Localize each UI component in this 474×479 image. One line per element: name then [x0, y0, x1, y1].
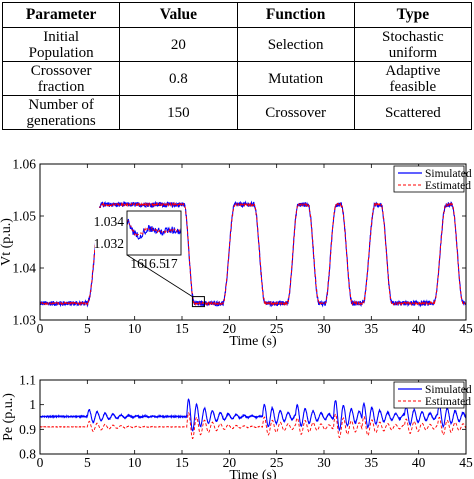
plot-frame [39, 379, 467, 455]
x-tick-label: 25 [270, 321, 284, 336]
power-chart: 0 5 10 15 20 25 30 35 40 45 0.8 0.9 1 1.1 Time (s) Pe (… [1, 373, 473, 479]
header-value: Value [119, 2, 238, 28]
x-tick-label: 40 [412, 455, 426, 470]
table-row: Crossover fraction 0.8 Mutation Adaptive f… [1, 61, 473, 96]
x-tick-label: 5 [84, 321, 91, 336]
y-tick-label: 0.8 [19, 447, 36, 462]
table-row: Initial Population 20 Selection Stochasti… [1, 27, 473, 62]
cell-parameter-line: Number of [28, 96, 94, 113]
x-tick-label: 20 [223, 455, 237, 470]
header-function: Function [236, 2, 355, 28]
y-tick-label: 1.06 [12, 157, 36, 172]
table-header-row: Parameter Value Function Type [1, 2, 473, 28]
inset-x-tick-label: 17 [164, 256, 178, 271]
cell-parameter: Initial Population [1, 27, 121, 62]
cell-value: 0.8 [119, 61, 238, 96]
inset-plot-area [127, 218, 181, 240]
header-parameter: Parameter [1, 2, 121, 28]
x-tick-label: 5 [84, 455, 91, 470]
inset-x-tick-label: 16 [130, 256, 144, 271]
x-tick-label: 0 [37, 455, 44, 470]
x-tick-label: 0 [37, 321, 44, 336]
series-simulated-line [40, 398, 466, 432]
zoom-marker [191, 296, 205, 308]
legend-estimated-label: Estimated [425, 396, 471, 408]
x-axis-label: Time (s) [229, 468, 277, 479]
cell-value: 20 [119, 27, 238, 62]
series-estimated-line [40, 201, 466, 307]
x-tick-label: 25 [270, 455, 284, 470]
cell-parameter: Number of generations [1, 95, 121, 130]
cell-parameter-line: generations [26, 112, 96, 129]
x-tick-label: 40 [412, 321, 426, 336]
cell-type-line: feasible [389, 78, 437, 95]
y-tick-label: 1.04 [12, 261, 36, 276]
y-tick-label: 1.03 [12, 313, 36, 328]
x-tick-label: 30 [317, 455, 331, 470]
cell-parameter: Crossover fraction [1, 61, 121, 96]
parameter-table: Parameter Value Function Type Initial Pop… [1, 2, 473, 130]
x-tick-label: 35 [365, 455, 379, 470]
x-tick-label: 10 [128, 455, 142, 470]
x-tick-label: 45 [459, 321, 473, 336]
y-axis-label: Vt (p.u.) [0, 218, 14, 266]
cell-type: Stochastic uniform [353, 27, 473, 62]
x-tick-label: 45 [459, 455, 473, 470]
inset-y-tick-label: 1.034 [94, 214, 125, 229]
cell-parameter-line: Initial [43, 28, 80, 45]
table-row: Number of generations 150 Crossover Scatt… [1, 95, 473, 130]
plot-area [40, 200, 466, 308]
legend-estimated-label: Estimated [425, 180, 471, 192]
inset-background [95, 208, 185, 280]
voltage-chart: 0 5 10 15 20 25 30 35 40 45 1.03 1.04 1.05 1.06 Time (… [0, 157, 473, 350]
cell-type-line: uniform [388, 44, 438, 61]
x-tick-label: 10 [128, 321, 142, 336]
legend-simulated-label: Simulated [425, 384, 472, 396]
cell-parameter-line: Crossover [30, 62, 92, 79]
series-estimated-line [40, 411, 466, 440]
plot-area [40, 398, 466, 440]
x-axis-label: Time (s) [229, 334, 277, 349]
legend-box [393, 381, 465, 409]
cell-function: Selection [236, 27, 355, 62]
y-axis-label: Pe (p.u.) [1, 393, 16, 441]
x-tick-label: 30 [317, 321, 331, 336]
x-tick-label: 15 [175, 321, 189, 336]
inset-y-tick-label: 1.032 [94, 236, 124, 251]
cell-function: Mutation [236, 61, 355, 96]
x-tick-label: 15 [175, 455, 189, 470]
y-tick-label: 1 [29, 397, 36, 412]
legend-simulated-label: Simulated [425, 168, 472, 180]
cell-value: 150 [119, 95, 238, 130]
cell-function: Crossover [236, 95, 355, 130]
legend-box [393, 165, 465, 193]
cell-parameter-line: fraction [37, 78, 85, 95]
cell-type-line: Adaptive [385, 62, 441, 79]
cell-type: Adaptive feasible [353, 61, 473, 96]
y-tick-label: 0.9 [19, 422, 36, 437]
inset-estimated-line [127, 220, 181, 238]
x-tick-label: 20 [223, 321, 237, 336]
plot-frame [39, 163, 467, 321]
inset-x-tick-label: 16.5 [142, 256, 166, 271]
header-type: Type [353, 2, 473, 28]
y-tick-label: 1.1 [19, 373, 36, 388]
x-tick-label: 35 [365, 321, 379, 336]
inset-connector [126, 254, 193, 297]
inset-frame [126, 210, 182, 256]
cell-type-line: Stochastic [382, 28, 444, 45]
cell-type: Scattered [353, 95, 473, 130]
y-tick-label: 1.05 [12, 209, 36, 224]
cell-parameter-line: Population [28, 44, 94, 61]
